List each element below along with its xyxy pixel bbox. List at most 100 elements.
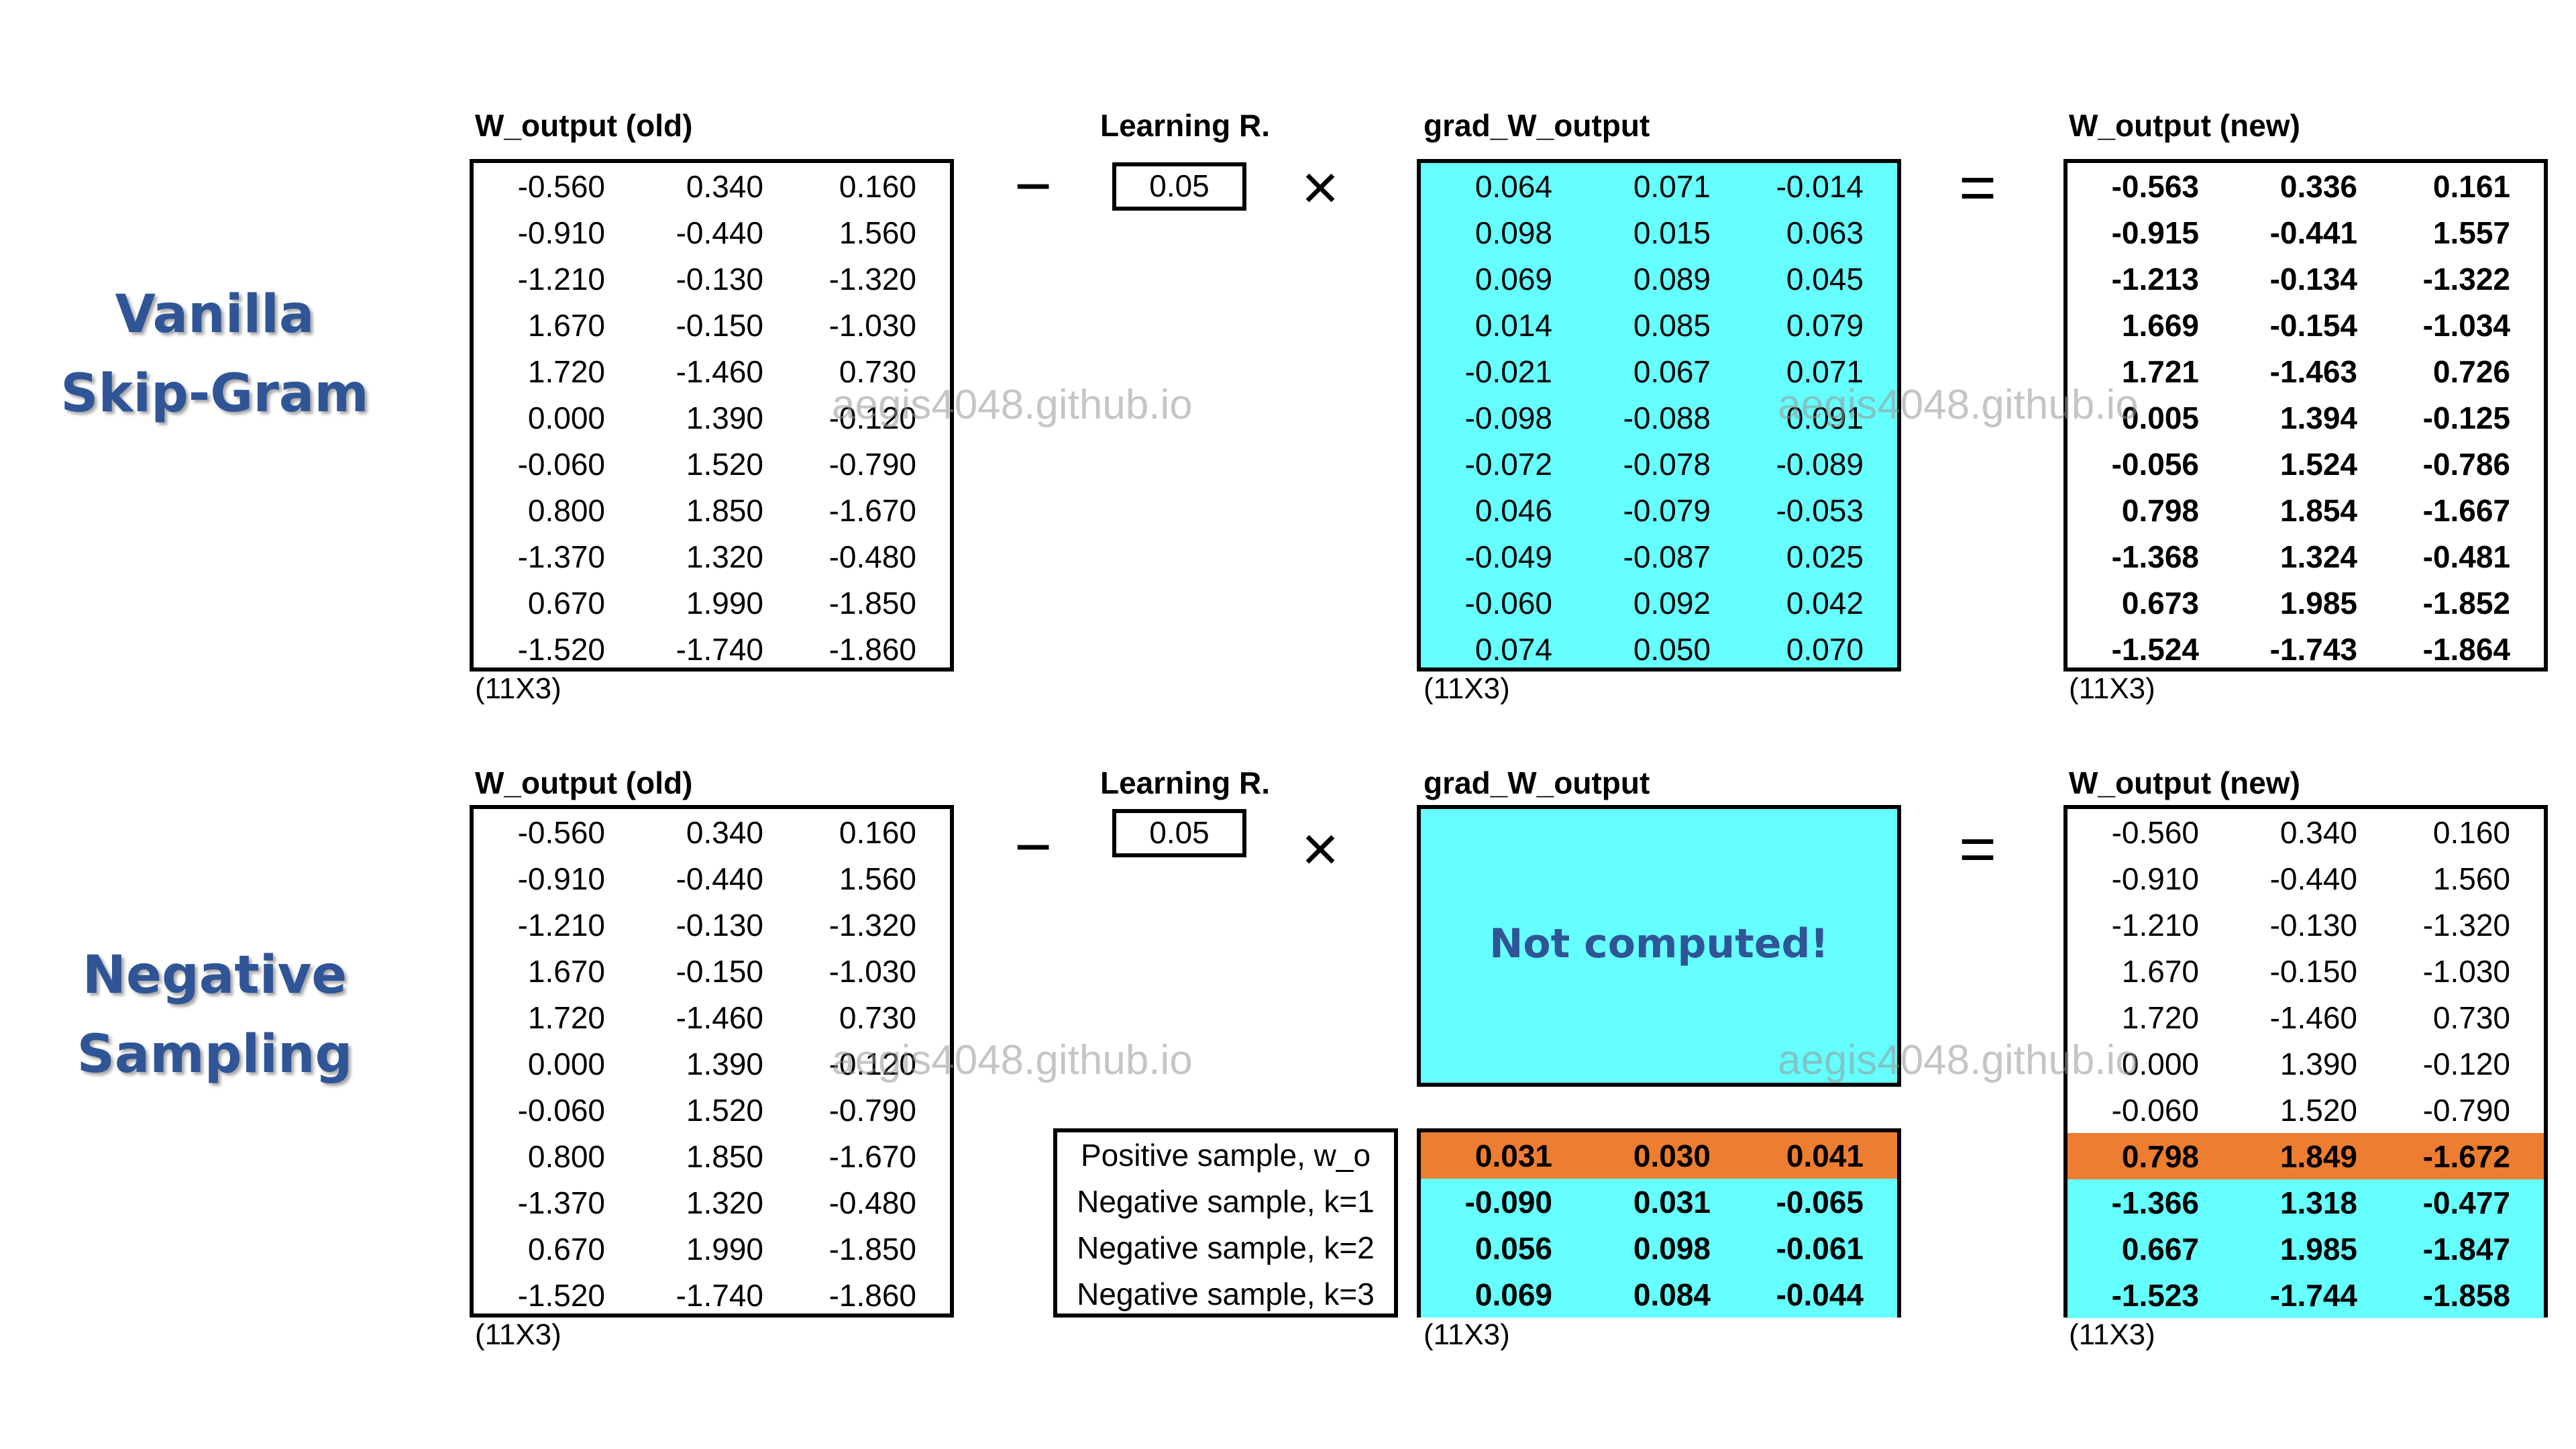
matrix-row: -0.060 1.520 -0.790 — [474, 1087, 950, 1133]
matrix-row: -0.563 0.336 0.161 — [2068, 163, 2544, 209]
matrix-row: 1.721 -1.463 0.726 — [2068, 348, 2544, 394]
section-title-negative: Negative Sampling — [40, 936, 389, 1094]
matrix-cell: -0.087 — [1623, 539, 1711, 574]
matrix-cell: -1.320 — [828, 261, 916, 297]
matrix-cell: 0.071 — [1633, 168, 1711, 204]
matrix-row: 0.798 1.849 -1.672 — [2068, 1133, 2544, 1179]
matrix-row: 0.000 1.390 -0.120 — [474, 394, 950, 441]
grad-matrix-dim: (11X3) — [1424, 672, 1510, 705]
minus-sign: − — [1014, 150, 1053, 222]
watermark: aegis4048.github.io — [1778, 1037, 2139, 1083]
matrix-cell: -1.667 — [2422, 492, 2510, 528]
title-line-1: Vanilla — [115, 284, 315, 345]
matrix-cell: 1.670 — [527, 307, 605, 343]
matrix-cell: 1.524 — [2279, 446, 2357, 482]
matrix-cell: -0.790 — [828, 1092, 916, 1128]
matrix-row: -0.910 -0.440 1.560 — [474, 855, 950, 902]
matrix-cell: 0.069 — [1474, 1277, 1552, 1312]
matrix-row: 0.031 0.030 0.041 — [1421, 1132, 1897, 1179]
matrix-cell: -0.150 — [676, 953, 763, 989]
matrix-cell: -0.130 — [2269, 907, 2357, 943]
old-matrix-dim: (11X3) — [475, 672, 561, 705]
matrix-cell: 1.985 — [2279, 1231, 2357, 1267]
legend-item: Positive sample, w_o — [1080, 1138, 1371, 1173]
matrix-row: -1.366 1.318 -0.477 — [2068, 1179, 2544, 1226]
matrix-row: -0.560 0.340 0.160 — [474, 809, 950, 855]
matrix-cell: -1.366 — [2111, 1185, 2199, 1220]
matrix-cell: 1.985 — [2279, 585, 2357, 621]
times-sign: × — [1301, 813, 1340, 885]
matrix-cell: -1.210 — [2111, 907, 2199, 943]
matrix-cell: 1.560 — [2432, 861, 2510, 896]
matrix-cell: 0.673 — [2121, 585, 2199, 621]
matrix-row: 0.000 1.390 -0.120 — [2068, 1040, 2544, 1087]
matrix-cell: -0.910 — [2111, 861, 2199, 896]
matrix-cell: 1.390 — [686, 1046, 763, 1081]
new-matrix-label: W_output (new) — [2069, 765, 2300, 800]
matrix-cell: -0.563 — [2111, 168, 2199, 204]
matrix-cell: 0.000 — [527, 1046, 605, 1081]
matrix-cell: 0.084 — [1633, 1277, 1711, 1312]
matrix-cell: -1.523 — [2111, 1277, 2199, 1313]
watermark: aegis4048.github.io — [832, 1037, 1193, 1083]
matrix-cell: -0.134 — [2269, 261, 2357, 297]
matrix-cell: 0.160 — [839, 814, 916, 850]
new-matrix-dim: (11X3) — [2069, 672, 2155, 705]
matrix-cell: 0.069 — [1474, 261, 1552, 297]
matrix-cell: 0.340 — [686, 168, 763, 204]
matrix-row: -1.523 -1.744 -1.858 — [2068, 1272, 2544, 1318]
matrix-cell: 1.850 — [686, 492, 763, 528]
matrix-row: 1.670 -0.150 -1.030 — [474, 302, 950, 348]
matrix-row: 0.800 1.850 -1.670 — [474, 1133, 950, 1179]
matrix-cell: -1.030 — [828, 953, 916, 989]
matrix-row: -1.210 -0.130 -1.320 — [474, 902, 950, 948]
matrix-cell: 0.160 — [839, 168, 916, 204]
matrix-cell: -1.030 — [828, 307, 916, 343]
matrix-cell: 0.042 — [1786, 585, 1864, 621]
matrix-cell: -0.125 — [2422, 400, 2510, 435]
sample-legend: Positive sample, w_o Negative sample, k=1… — [1053, 1128, 1398, 1318]
matrix-cell: 1.394 — [2279, 400, 2357, 435]
matrix-cell: -0.078 — [1623, 446, 1711, 482]
matrix-row: -1.210 -0.130 -1.320 — [2068, 902, 2544, 948]
matrix-cell: -0.477 — [2422, 1185, 2510, 1220]
matrix-row: 1.670 -0.150 -1.030 — [2068, 948, 2544, 994]
matrix-cell: -1.672 — [2422, 1138, 2510, 1174]
matrix-cell: -0.120 — [828, 400, 916, 435]
new-matrix-label: W_output (new) — [2069, 108, 2300, 143]
matrix-cell: 0.085 — [1633, 307, 1711, 343]
matrix-cell: 1.850 — [686, 1138, 763, 1174]
matrix-cell: -1.740 — [676, 631, 763, 667]
matrix-cell: -0.440 — [2269, 861, 2357, 896]
matrix-cell: -1.860 — [828, 631, 916, 667]
matrix-cell: 1.320 — [686, 539, 763, 574]
matrix-row: -1.210 -0.130 -1.320 — [474, 256, 950, 302]
not-computed-text: Not computed! — [1489, 920, 1829, 967]
matrix-cell: -0.060 — [517, 1092, 605, 1128]
matrix-cell: -1.740 — [676, 1277, 763, 1313]
matrix-cell: 1.560 — [839, 861, 916, 896]
matrix-row: 1.670 -0.150 -1.030 — [474, 948, 950, 994]
matrix-cell: -1.850 — [828, 1231, 916, 1267]
legend-item: Negative sample, k=1 — [1077, 1184, 1375, 1219]
matrix-row: 0.098 0.015 0.063 — [1421, 209, 1897, 256]
matrix-cell: 0.031 — [1633, 1184, 1711, 1220]
matrix-row: -1.520 -1.740 -1.860 — [474, 626, 950, 672]
matrix-cell: 0.014 — [1474, 307, 1552, 343]
matrix-cell: 1.318 — [2279, 1185, 2357, 1220]
matrix-row: 0.074 0.050 0.070 — [1421, 626, 1897, 672]
matrix-row: 0.670 1.990 -1.850 — [474, 580, 950, 626]
matrix-row: 0.069 0.084 -0.044 — [1421, 1271, 1897, 1318]
grad-matrix-label: grad_W_output — [1424, 765, 1650, 800]
matrix-cell: -0.150 — [676, 307, 763, 343]
matrix-cell: -0.049 — [1464, 539, 1552, 574]
matrix-cell: -1.460 — [676, 354, 763, 389]
matrix-cell: -1.850 — [828, 585, 916, 621]
matrix-cell: -1.520 — [517, 1277, 605, 1313]
matrix-cell: 1.670 — [2121, 953, 2199, 989]
matrix-cell: -1.322 — [2422, 261, 2510, 297]
matrix-cell: -1.743 — [2269, 631, 2357, 667]
matrix-cell: -1.368 — [2111, 539, 2199, 574]
matrix-row: -0.060 1.520 -0.790 — [474, 441, 950, 487]
matrix-row: -0.060 0.092 0.042 — [1421, 580, 1897, 626]
